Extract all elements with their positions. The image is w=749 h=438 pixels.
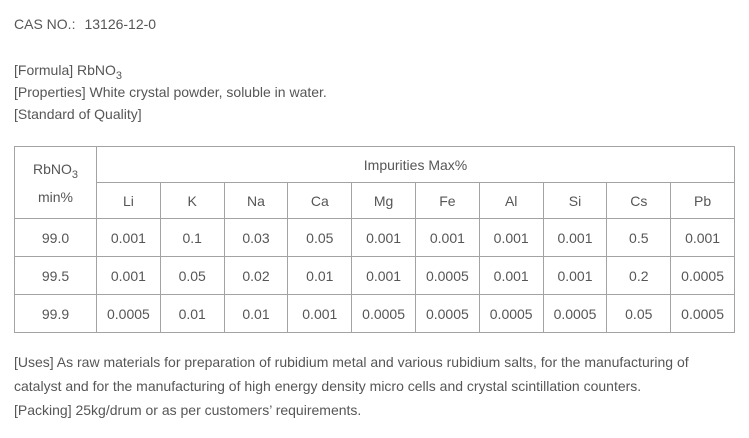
impurities-header-cell: Impurities Max% <box>96 146 735 183</box>
impurity-value: 0.0005 <box>414 294 480 333</box>
element-header-pb: Pb <box>670 182 735 219</box>
element-header-al: Al <box>478 182 544 219</box>
impurity-value: 0.0005 <box>542 294 608 333</box>
impurity-value: 0.05 <box>606 294 672 333</box>
impurity-value: 0.0005 <box>96 294 161 333</box>
element-header-k: K <box>159 182 225 219</box>
cas-label: CAS NO.: <box>14 16 76 32</box>
table-row: 99.9 0.0005 0.01 0.01 0.001 0.0005 0.000… <box>14 294 735 333</box>
impurity-value: 0.001 <box>478 218 544 257</box>
impurity-value: 0.001 <box>542 218 608 257</box>
impurity-value: 0.2 <box>606 256 672 295</box>
formula-text: [Formula] RbNO <box>14 62 116 78</box>
impurity-value: 0.05 <box>287 218 353 257</box>
impurity-value: 0.5 <box>606 218 672 257</box>
element-header-li: Li <box>96 182 161 219</box>
impurity-value: 0.01 <box>223 294 289 333</box>
uses-text: [Uses] As raw materials for preparation … <box>14 354 689 394</box>
purity-value: 99.0 <box>14 218 97 257</box>
impurity-value: 0.001 <box>351 218 416 257</box>
quality-standard-table: RbNO3 min% Impurities Max% Li K Na Ca Mg… <box>14 146 735 333</box>
impurity-value: 0.03 <box>223 218 289 257</box>
table-header-row-top: RbNO3 min% Impurities Max% <box>14 146 735 219</box>
cas-value: 13126-12-0 <box>84 16 157 32</box>
properties-line: [Properties] White crystal powder, solub… <box>14 84 327 100</box>
impurity-value: 0.0005 <box>478 294 544 333</box>
purity-header-cell: RbNO3 min% <box>14 146 97 219</box>
impurity-value: 0.001 <box>478 256 544 295</box>
impurity-value: 0.001 <box>542 256 608 295</box>
purity-header-line1: RbNO3 <box>15 155 96 183</box>
impurity-value: 0.0005 <box>670 256 735 295</box>
formula-subscript: 3 <box>115 69 123 82</box>
purity-value: 99.9 <box>14 294 97 333</box>
element-header-cs: Cs <box>606 182 672 219</box>
impurity-value: 0.0005 <box>670 294 735 333</box>
formula-line: [Formula] RbNO3 <box>14 59 735 81</box>
impurity-value: 0.0005 <box>414 256 480 295</box>
table-row: 99.0 0.001 0.1 0.03 0.05 0.001 0.001 0.0… <box>14 218 735 257</box>
purity-header-formula: RbNO <box>32 160 72 177</box>
element-header-ca: Ca <box>287 182 353 219</box>
impurity-value: 0.001 <box>287 294 353 333</box>
packing-text: [Packing] 25kg/drum or as per customers’… <box>14 402 362 418</box>
impurity-value: 0.001 <box>670 218 735 257</box>
cas-line: CAS NO.: 13126-12-0 <box>14 15 735 33</box>
table-row: 99.5 0.001 0.05 0.02 0.01 0.001 0.0005 0… <box>14 256 735 295</box>
standard-of-quality-line: [Standard of Quality] <box>14 106 142 122</box>
element-header-mg: Mg <box>351 182 416 219</box>
purity-header-subscript: 3 <box>71 168 79 181</box>
impurity-value: 0.001 <box>96 256 161 295</box>
purity-header-line2: min% <box>37 188 73 205</box>
impurity-value: 0.001 <box>351 256 416 295</box>
impurity-value: 0.001 <box>96 218 161 257</box>
impurity-value: 0.02 <box>223 256 289 295</box>
element-header-na: Na <box>223 182 289 219</box>
impurity-value: 0.05 <box>159 256 225 295</box>
element-header-fe: Fe <box>414 182 480 219</box>
element-header-row: Li K Na Ca Mg Fe Al Si Cs Pb <box>15 182 735 219</box>
impurity-value: 0.1 <box>159 218 225 257</box>
element-header-si: Si <box>542 182 608 219</box>
purity-value: 99.5 <box>14 256 97 295</box>
impurity-value: 0.01 <box>159 294 225 333</box>
impurity-value: 0.01 <box>287 256 353 295</box>
impurity-value: 0.0005 <box>351 294 416 333</box>
impurity-value: 0.001 <box>414 218 480 257</box>
